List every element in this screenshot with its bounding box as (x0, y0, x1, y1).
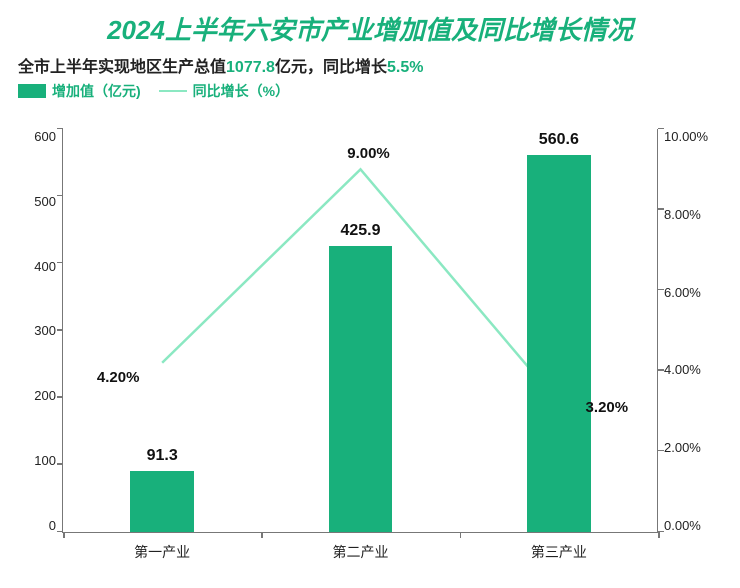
legend-line-swatch (159, 90, 187, 92)
x-category-label: 第三产业 (531, 542, 587, 562)
y-right-label: 10.00% (664, 129, 728, 144)
legend-bar-label: 增加值（亿元) (52, 81, 141, 101)
legend-bar: 增加值（亿元) (18, 81, 141, 101)
y-left-tick (57, 195, 63, 197)
line-value-label: 3.20% (586, 399, 629, 416)
y-left-tick (57, 396, 63, 398)
y-left-label: 300 (12, 323, 56, 338)
y-right-label: 2.00% (664, 440, 728, 455)
subtitle-prefix: 全市上半年实现地区生产总值 (18, 59, 226, 76)
subtitle-total-value: 1077.8 (226, 59, 275, 76)
bar-value-label: 560.6 (539, 131, 579, 149)
subtitle-growth: 5.5% (387, 59, 423, 76)
y-left-tick (57, 128, 63, 130)
x-tick (658, 532, 660, 538)
y-right-tick (658, 208, 664, 210)
y-left-label: 0 (12, 518, 56, 533)
x-category-label: 第一产业 (134, 542, 190, 562)
subtitle: 全市上半年实现地区生产总值1077.8亿元，同比增长5.5% (0, 47, 740, 79)
plot-region: 第一产业91.34.20%第二产业425.99.00%第三产业560.63.20… (62, 129, 658, 533)
y-left-tick (57, 329, 63, 331)
bar-value-label: 425.9 (340, 222, 380, 240)
y-right-tick (658, 450, 664, 452)
x-tick (261, 532, 263, 538)
line-value-label: 9.00% (347, 145, 390, 162)
bar (527, 155, 590, 532)
y-right-tick (658, 128, 664, 130)
chart-area: 0 100 200 300 400 500 600 0.00% 2.00% 4.00% 6.00%… (12, 113, 728, 573)
y-left-axis-labels: 0 100 200 300 400 500 600 (12, 129, 56, 533)
subtitle-middle: 亿元，同比增长 (275, 59, 387, 76)
x-tick (63, 532, 65, 538)
y-right-label: 0.00% (664, 518, 728, 533)
line-value-label: 4.20% (97, 369, 140, 386)
y-left-label: 600 (12, 129, 56, 144)
y-left-label: 400 (12, 259, 56, 274)
y-right-label: 8.00% (664, 207, 728, 222)
y-left-label: 200 (12, 388, 56, 403)
legend-line: 同比增长（%） (159, 81, 289, 101)
bar-value-label: 91.3 (147, 447, 178, 465)
chart-title: 2024上半年六安市产业增加值及同比增长情况 (0, 0, 740, 47)
y-right-tick (658, 369, 664, 371)
bar (329, 246, 392, 532)
legend-bar-swatch (18, 84, 46, 98)
y-left-label: 500 (12, 194, 56, 209)
y-right-tick (658, 289, 664, 291)
legend-line-label: 同比增长（%） (193, 81, 289, 101)
x-category-label: 第二产业 (333, 542, 389, 562)
y-right-label: 4.00% (664, 362, 728, 377)
bar (130, 471, 193, 532)
y-left-tick (57, 463, 63, 465)
x-tick (460, 532, 462, 538)
y-right-label: 6.00% (664, 285, 728, 300)
y-left-label: 100 (12, 453, 56, 468)
y-left-tick (57, 262, 63, 264)
y-right-axis-labels: 0.00% 2.00% 4.00% 6.00% 8.00% 10.00% (664, 129, 728, 533)
legend: 增加值（亿元) 同比增长（%） (0, 79, 740, 105)
